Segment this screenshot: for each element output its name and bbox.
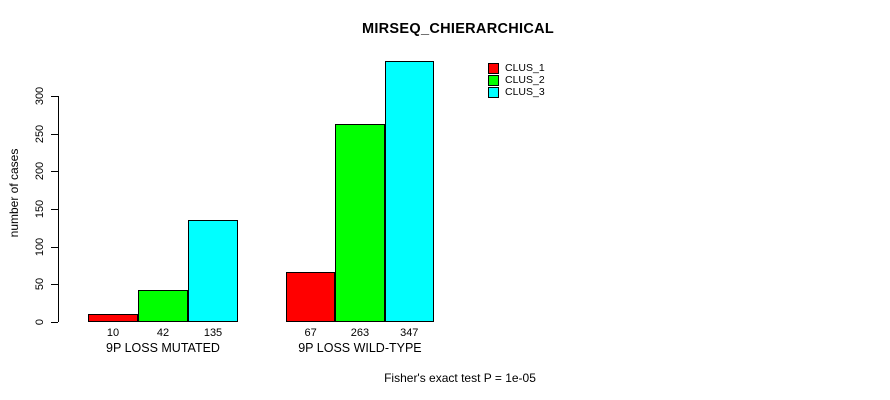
chart-title: MIRSEQ_CHIERARCHICAL: [361, 21, 555, 37]
y-tick-label: 150: [34, 199, 46, 219]
y-tick: [51, 133, 58, 135]
y-tick: [51, 171, 58, 173]
group-label: 9P LOSS MUTATED: [106, 341, 220, 355]
y-tick: [51, 284, 58, 286]
legend-label: CLUS_1: [505, 62, 545, 74]
annotation-text: Fisher's exact test P = 1e-05: [384, 371, 536, 385]
bar-value-label: 67: [304, 327, 317, 339]
y-tick-label: 50: [34, 278, 46, 291]
legend-row: CLUS_2: [488, 74, 545, 86]
y-tick: [51, 322, 58, 323]
legend: CLUS_1 CLUS_2 CLUS_3: [488, 62, 545, 98]
legend-row: CLUS_3: [488, 86, 545, 98]
y-axis-line: [58, 96, 59, 322]
bar-clus_1-2: [286, 272, 336, 322]
group-label: 9P LOSS WILD-TYPE: [298, 341, 422, 355]
bar-clus_1-1: [88, 314, 138, 322]
bar-value-label: 135: [203, 327, 223, 339]
y-tick-label: 100: [34, 237, 46, 256]
y-tick: [51, 246, 58, 248]
y-tick-label: 200: [34, 162, 46, 181]
bar-value-label: 263: [350, 327, 370, 339]
bar-clus_3-2: [384, 61, 434, 322]
bar-value-label: 10: [106, 327, 120, 339]
bar-clus_2-2: [335, 124, 385, 322]
legend-label: CLUS_2: [505, 74, 545, 86]
y-tick: [51, 209, 58, 210]
y-tick-label: 0: [34, 318, 46, 326]
y-axis-label: number of cases: [7, 148, 21, 238]
y-tick: [51, 96, 58, 97]
legend-swatch-clus-3: [488, 86, 499, 98]
legend-swatch-clus-1: [488, 62, 499, 74]
legend-swatch-clus-2: [488, 74, 499, 86]
legend-label: CLUS_3: [505, 86, 545, 98]
y-tick-label: 300: [34, 86, 46, 106]
y-tick-label: 250: [34, 124, 46, 143]
bar-clus_3-1: [188, 220, 238, 322]
bar-clus_2-1: [138, 290, 188, 322]
legend-row: CLUS_1: [488, 62, 545, 74]
bar-value-label: 347: [400, 327, 419, 339]
bar-value-label: 42: [156, 327, 170, 339]
